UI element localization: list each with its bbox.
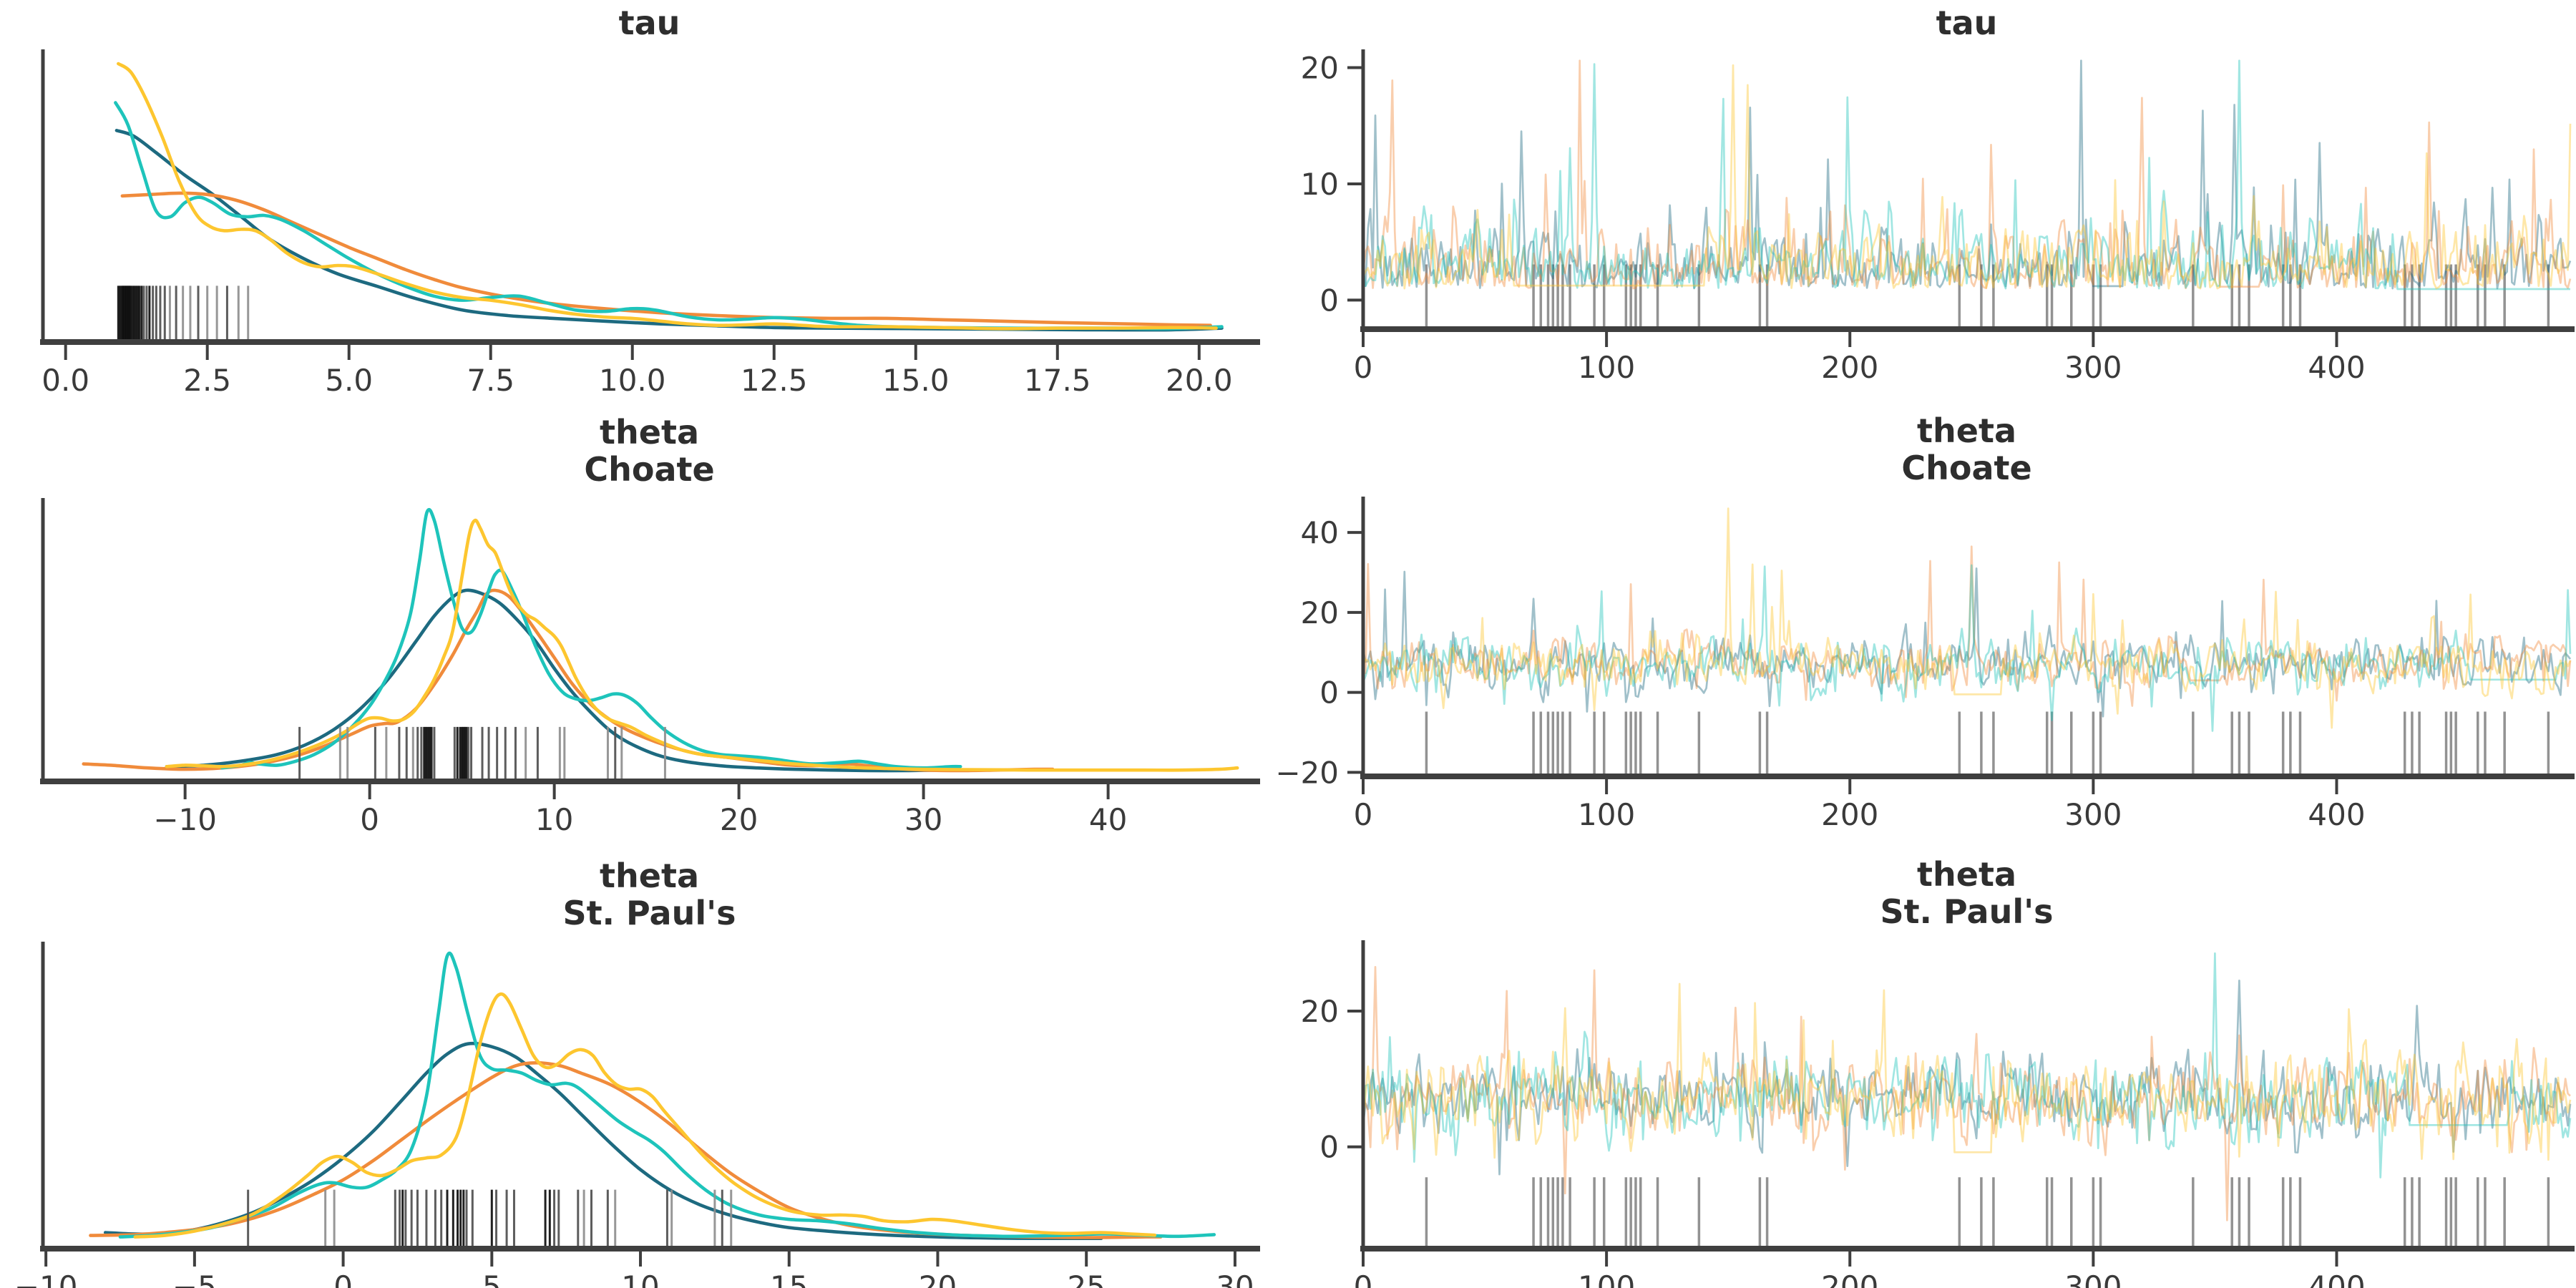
sample-rug bbox=[247, 1189, 733, 1247]
panel-title: tau bbox=[619, 4, 680, 42]
x-tick-label: 0 bbox=[1354, 1269, 1373, 1288]
kde-tau-panel: tau 0.0 2.5 5.0 7.5 10.0 12.5 15.0 17.5 20.0 bbox=[40, 4, 1260, 398]
panel-title: St. Paul's bbox=[562, 894, 736, 932]
x-tick-label: 100 bbox=[1578, 1269, 1635, 1288]
x-tick-label: 300 bbox=[2064, 350, 2122, 385]
trace-line-chain-3 bbox=[1362, 507, 2572, 729]
trace-line-chain-2 bbox=[1362, 59, 2570, 291]
x-tick-label: 7.5 bbox=[467, 363, 514, 398]
x-tick-label: 0.0 bbox=[42, 363, 89, 398]
x-tick-label: 300 bbox=[2064, 1269, 2122, 1288]
panel-title: tau bbox=[1936, 4, 1998, 42]
x-tick-label: 20 bbox=[720, 802, 758, 837]
x-tick-label: 0 bbox=[1354, 797, 1373, 832]
x-tick-label: 100 bbox=[1578, 350, 1635, 385]
y-tick-label: 20 bbox=[1301, 994, 1339, 1029]
x-tick-label: 0 bbox=[360, 802, 379, 837]
kde-curve-chain-3 bbox=[133, 992, 1157, 1239]
x-tick-label: 400 bbox=[2308, 350, 2365, 385]
y-tick-label: 20 bbox=[1301, 595, 1339, 630]
x-tick-label: 0 bbox=[1354, 350, 1373, 385]
y-tick-label: 20 bbox=[1301, 50, 1339, 85]
x-tick-label: 25 bbox=[1067, 1269, 1105, 1288]
x-tick-label: 17.5 bbox=[1024, 363, 1091, 398]
kde-curve-chain-2 bbox=[118, 951, 1216, 1239]
x-tick-label: 15 bbox=[770, 1269, 808, 1288]
x-tick-label: 200 bbox=[1821, 350, 1878, 385]
x-tick-label: 10 bbox=[535, 802, 573, 837]
panel-title: theta bbox=[1917, 855, 2016, 894]
x-tick-label: 400 bbox=[2308, 797, 2365, 832]
panel-title: theta bbox=[1917, 411, 2016, 450]
sample-rug bbox=[117, 286, 250, 341]
y-tick-label: −20 bbox=[1275, 755, 1339, 790]
trace-tau-panel: tau 0 100 200 300 400 0 10 20 bbox=[1301, 4, 2575, 385]
x-tick-label: 400 bbox=[2308, 1269, 2365, 1288]
x-tick-label: 100 bbox=[1578, 797, 1635, 832]
trace-line-chain-2 bbox=[1362, 564, 2572, 732]
trace-line-chain-0 bbox=[1362, 567, 2572, 718]
y-tick-label: 0 bbox=[1319, 283, 1339, 318]
trace-line-chain-2 bbox=[1362, 952, 2572, 1179]
x-tick-label: 20 bbox=[919, 1269, 957, 1288]
trace-line-chain-1 bbox=[1362, 59, 2572, 290]
trace-line-chain-1 bbox=[1362, 965, 2571, 1221]
kde-curve-chain-1 bbox=[120, 191, 1212, 327]
x-tick-label: 30 bbox=[1216, 1269, 1254, 1288]
kde-curve-chain-0 bbox=[114, 129, 1224, 332]
x-tick-label: 300 bbox=[2064, 797, 2122, 832]
x-tick-label: 5.0 bbox=[325, 363, 373, 398]
panel-title: Choate bbox=[1901, 449, 2031, 487]
trace-line-chain-1 bbox=[1362, 545, 2572, 707]
x-tick-label: 40 bbox=[1089, 802, 1127, 837]
x-tick-label: 200 bbox=[1821, 1269, 1878, 1288]
x-tick-label: 2.5 bbox=[183, 363, 231, 398]
x-tick-label: 12.5 bbox=[741, 363, 808, 398]
divergence-rug bbox=[1425, 264, 2550, 328]
x-tick-label: 15.0 bbox=[882, 363, 950, 398]
divergence-rug bbox=[1425, 1177, 2550, 1247]
x-tick-label: 0 bbox=[333, 1269, 353, 1288]
panel-title: theta bbox=[600, 413, 699, 452]
kde-curve-chain-1 bbox=[82, 588, 1055, 773]
x-tick-label: 5 bbox=[482, 1269, 502, 1288]
trace-line-chain-3 bbox=[1362, 64, 2572, 290]
trace-line-chain-0 bbox=[1362, 979, 2572, 1176]
panel-title: St. Paul's bbox=[1880, 892, 2053, 931]
panel-title: Choate bbox=[584, 450, 714, 489]
y-tick-label: 0 bbox=[1319, 675, 1339, 711]
x-tick-label: 30 bbox=[904, 802, 942, 837]
y-tick-label: 40 bbox=[1301, 515, 1339, 550]
y-tick-label: 0 bbox=[1319, 1130, 1339, 1165]
x-tick-label: 200 bbox=[1821, 797, 1878, 832]
y-tick-label: 10 bbox=[1301, 167, 1339, 202]
trace-line-chain-0 bbox=[1362, 59, 2572, 290]
kde-curve-chain-3 bbox=[165, 518, 1239, 772]
x-tick-label: 10 bbox=[621, 1269, 659, 1288]
x-tick-label: 20.0 bbox=[1166, 363, 1233, 398]
kde-curve-chain-2 bbox=[220, 507, 962, 770]
kde-curve-chain-3 bbox=[117, 62, 1218, 331]
x-tick-label: −5 bbox=[172, 1269, 217, 1288]
trace-line-chain-3 bbox=[1362, 982, 2572, 1161]
divergence-rug bbox=[1425, 711, 2550, 775]
kde-curve-chain-0 bbox=[165, 588, 962, 773]
sample-rug bbox=[298, 726, 666, 780]
x-tick-label: 10.0 bbox=[599, 363, 666, 398]
x-tick-label: −10 bbox=[14, 1269, 78, 1288]
x-tick-label: −10 bbox=[153, 802, 217, 837]
panel-title: theta bbox=[600, 857, 699, 895]
